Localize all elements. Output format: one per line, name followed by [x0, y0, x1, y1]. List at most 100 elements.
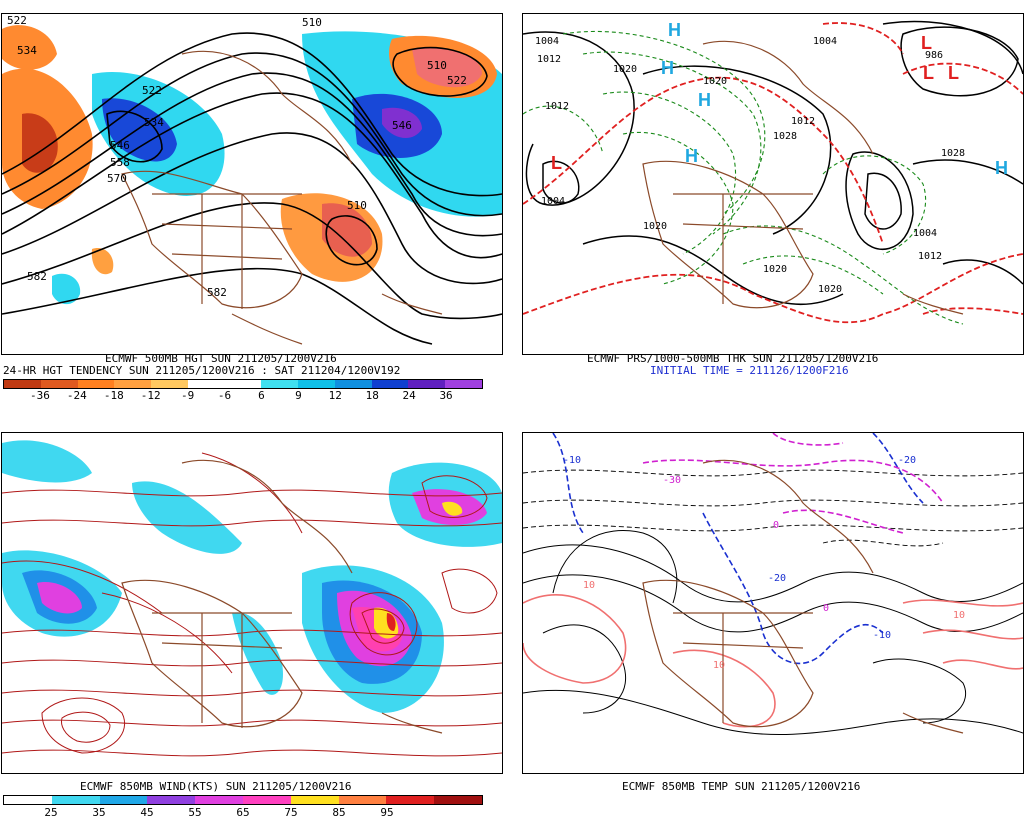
temperature-contours	[523, 530, 1023, 736]
panel-500mb-height: 522 534 510 510 522 534 546 558 570 582 …	[0, 0, 512, 410]
contour-label: 522	[447, 74, 467, 87]
pressure-label: 1020	[763, 264, 787, 275]
500mb-height-plot: 522 534 510 510 522 534 546 558 570 582 …	[2, 14, 502, 345]
pressure-label: 1004	[541, 196, 565, 207]
wind-colorbar-tick-label: 45	[140, 806, 154, 819]
contour-label: 582	[207, 286, 227, 299]
wind-colorbar	[3, 795, 483, 805]
high-pressure-markers: H H H H H	[661, 20, 1008, 178]
wind-colorbar-swatch	[99, 796, 148, 804]
low-pressure-marker: L	[921, 33, 932, 53]
temperature-label: 10	[953, 610, 965, 621]
tendency-colorbar-tick-label: -12	[140, 389, 161, 402]
thickness-green-lines	[523, 30, 964, 325]
pressure-label: 1012	[791, 116, 815, 127]
geography-lines	[642, 459, 964, 734]
pressure-label: 1012	[545, 101, 569, 112]
pressure-label: 1020	[818, 284, 842, 295]
wind-colorbar-swatch	[4, 796, 52, 804]
zero-isotherms	[642, 433, 944, 534]
wind-colorbar-swatch	[434, 796, 482, 804]
tendency-colorbar-tick-label: -18	[103, 389, 124, 402]
contour-label: 510	[347, 199, 367, 212]
tendency-colorbar-swatch	[261, 380, 299, 388]
map-850mb-temp: -10 -20 -30 0 10 10 -20 -10 0 10	[522, 432, 1024, 774]
temperature-label: -20	[768, 573, 786, 584]
tendency-colorbar-swatch	[334, 380, 372, 388]
tendency-colorbar-tick-label: 6	[258, 389, 265, 402]
geography-lines	[121, 50, 443, 345]
tendency-fill-red-central	[322, 203, 372, 257]
pressure-label: 1004	[535, 36, 559, 47]
pressure-label: 986	[925, 50, 943, 61]
pressure-label: 1028	[941, 148, 965, 159]
contour-label: 534	[17, 44, 37, 57]
wind-colorbar-tick-label: 25	[44, 806, 58, 819]
pressure-labels: 1004 1012 1020 1020 1012 1004 1020 1028 …	[535, 36, 965, 295]
map-850mb-wind	[1, 432, 503, 774]
high-pressure-marker: H	[698, 90, 711, 110]
tendency-colorbar-tick-label: 9	[295, 389, 302, 402]
wind-colorbar-ticks: 25 35 45 55 65 75 85 95	[3, 806, 481, 819]
tendency-colorbar	[3, 379, 483, 389]
temperature-label: -30	[663, 475, 681, 486]
geography-lines	[121, 459, 443, 734]
high-pressure-marker: H	[685, 146, 698, 166]
contour-labels: 522 534 510 510 522 534 546 558 570 582 …	[7, 14, 467, 299]
low-pressure-marker: L	[948, 63, 959, 83]
wind-colorbar-tick-label: 55	[188, 806, 202, 819]
tendency-colorbar-swatch	[298, 380, 335, 388]
wind-colorbar-swatch	[386, 796, 435, 804]
850mb-wind-plot	[2, 440, 502, 757]
tendency-colorbar-tick-label: -24	[66, 389, 87, 402]
temperature-label: 0	[773, 520, 779, 531]
wind-fill-cyan-northwest	[2, 440, 92, 483]
tendency-colorbar-tick-label: -9	[180, 389, 195, 402]
pressure-label: 1012	[537, 54, 561, 65]
pressure-label: 1028	[773, 131, 797, 142]
tendency-colorbar-tick-label: 12	[328, 389, 342, 402]
map-500mb-height: 522 534 510 510 522 534 546 558 570 582 …	[1, 13, 503, 355]
panel-850mb-temp: -10 -20 -30 0 10 10 -20 -10 0 10 ECMWF 8…	[512, 420, 1024, 819]
map-caption-initial-time: INITIAL TIME = 211126/1200F216	[650, 364, 849, 377]
temperature-label: 10	[583, 580, 595, 591]
contour-label: 510	[302, 16, 322, 29]
geography-lines	[642, 40, 964, 315]
tendency-colorbar-tick-label: 24	[402, 389, 416, 402]
tendency-colorbar-ticks: -36 -24 -18 -12 -9 -6 6 9 12 18 24 36	[3, 389, 481, 403]
tendency-colorbar-tick-label: -6	[217, 389, 232, 402]
tendency-fill-orange-north	[2, 25, 57, 70]
tendency-fill-blue-pacific	[102, 98, 177, 162]
tendency-fill-cyan-small	[52, 273, 81, 305]
temperature-dashed-contours	[523, 469, 1023, 547]
pressure-label: 1012	[918, 251, 942, 262]
high-pressure-marker: H	[668, 20, 681, 40]
wind-colorbar-tick-label: 95	[380, 806, 394, 819]
tendency-colorbar-swatch	[371, 380, 409, 388]
map-caption-title: ECMWF 850MB TEMP SUN 211205/1200V216	[622, 780, 861, 793]
tendency-colorbar-tick-label: 36	[439, 389, 453, 402]
wind-colorbar-swatch	[242, 796, 291, 804]
temperature-label: -10	[873, 630, 891, 641]
isobars	[523, 20, 1023, 306]
tendency-fill-purple-east	[382, 107, 422, 139]
low-pressure-marker: L	[923, 63, 934, 83]
wind-colorbar-tick-label: 85	[332, 806, 346, 819]
contour-label: 534	[144, 116, 164, 129]
low-pressure-marker: L	[551, 153, 562, 173]
contour-label: 558	[110, 156, 130, 169]
tendency-fill-orange-small	[91, 248, 114, 275]
temperature-label: 10	[713, 660, 725, 671]
low-pressure-markers: L L L L	[551, 33, 959, 173]
tendency-colorbar-swatch	[114, 380, 152, 388]
wind-colorbar-tick-label: 35	[92, 806, 106, 819]
pressure-thickness-plot: 1004 1012 1020 1020 1012 1004 1020 1028 …	[523, 20, 1023, 325]
contour-label: 522	[7, 14, 27, 27]
temperature-labels: -10 -20 -30 0 10 10 -20 -10 0 10	[563, 455, 965, 671]
contour-label: 546	[110, 139, 130, 152]
tendency-colorbar-tick-label: -36	[29, 389, 50, 402]
high-pressure-marker: H	[661, 58, 674, 78]
wind-colorbar-tick-label: 65	[236, 806, 250, 819]
map-caption-title: ECMWF 850MB WIND(KTS) SUN 211205/1200V21…	[80, 780, 352, 793]
contour-label: 510	[427, 59, 447, 72]
